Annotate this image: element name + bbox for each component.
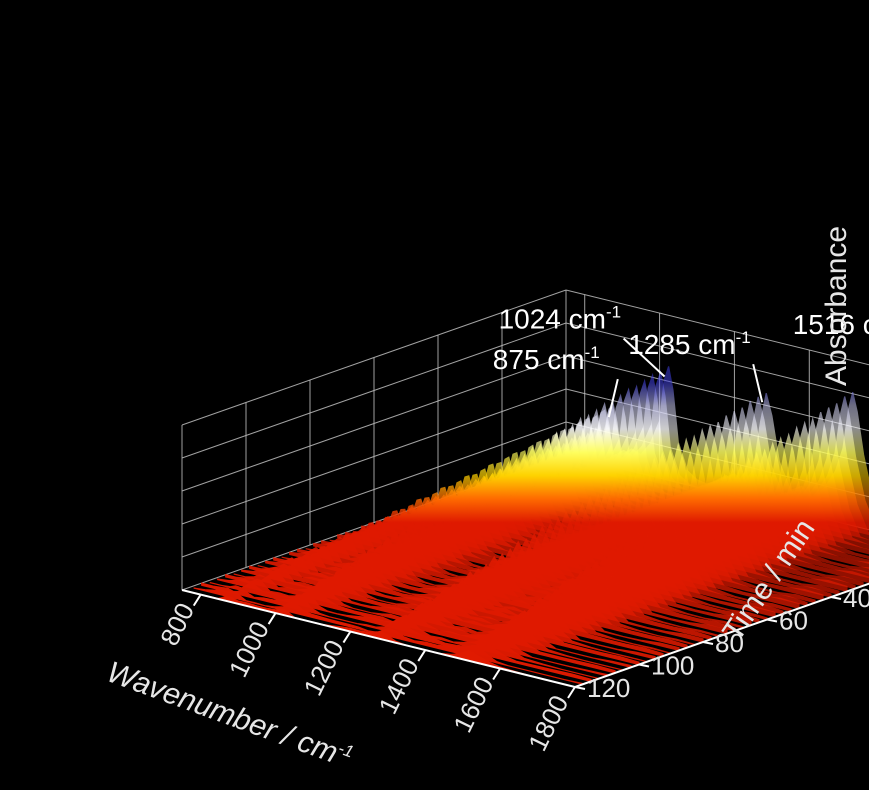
y-tick-label: 100 bbox=[651, 651, 694, 681]
y-tick-mark bbox=[638, 663, 650, 668]
peak-leader-line bbox=[607, 378, 619, 418]
x-tick-mark bbox=[192, 594, 202, 607]
x-tick-mark bbox=[342, 631, 352, 644]
y-tick-mark bbox=[766, 618, 778, 623]
x-tick-label: 1800 bbox=[522, 690, 574, 755]
x-axis-line bbox=[181, 589, 576, 688]
x-tick-mark bbox=[567, 686, 576, 699]
x-tick-label: 1600 bbox=[447, 672, 499, 737]
y-tick-mark bbox=[702, 641, 714, 645]
x-tick-mark bbox=[267, 612, 277, 625]
peak-leader-line bbox=[752, 363, 764, 403]
grid-line-side-horizontal bbox=[181, 322, 567, 459]
peak-label-1024: 1024 cm-1 bbox=[499, 303, 622, 335]
z-axis-title: Absorbance bbox=[820, 226, 853, 386]
grid-line-side-horizontal bbox=[181, 421, 567, 558]
x-tick-label: 1200 bbox=[297, 635, 349, 700]
peak-label-1285: 1285 cm-1 bbox=[628, 328, 751, 360]
peak-label-875: 875 cm-1 bbox=[493, 343, 600, 375]
y-tick-label: 40 bbox=[843, 583, 869, 613]
y-tick-mark bbox=[574, 686, 586, 690]
x-tick-mark bbox=[417, 649, 427, 662]
y-tick-label: 60 bbox=[779, 606, 808, 636]
peak-leader-line bbox=[622, 337, 666, 378]
y-tick-label: 80 bbox=[715, 628, 744, 658]
grid-line-back-horizontal bbox=[565, 322, 869, 399]
x-tick-mark bbox=[492, 667, 501, 681]
grid-line-back-horizontal bbox=[565, 355, 869, 432]
grid-line-side-horizontal bbox=[181, 289, 567, 426]
grid-line-side-horizontal bbox=[181, 388, 567, 525]
y-tick-label: 120 bbox=[587, 673, 630, 703]
peak-label-1516: 1516 cm-1 bbox=[793, 308, 869, 340]
spectra-surface bbox=[185, 366, 869, 688]
grid-line-side-horizontal bbox=[181, 355, 567, 492]
x-tick-label: 1400 bbox=[372, 653, 424, 718]
grid-line-back-horizontal bbox=[565, 289, 869, 366]
x-tick-label: 1000 bbox=[223, 617, 275, 682]
y-tick-mark bbox=[830, 596, 842, 600]
x-tick-label: 800 bbox=[154, 598, 200, 650]
